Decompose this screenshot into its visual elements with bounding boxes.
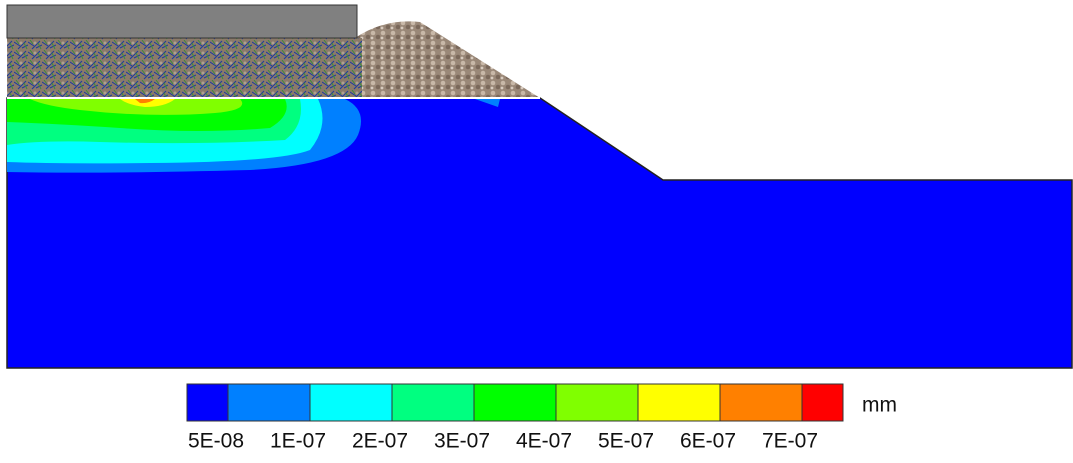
colorbar-swatch [556, 384, 638, 421]
colorbar-swatch [474, 384, 556, 421]
colorbar-swatch [310, 384, 392, 421]
unit-label: mm [862, 394, 897, 417]
plate [7, 5, 357, 38]
colorbar-swatch [187, 384, 228, 421]
particle-layer [7, 38, 362, 98]
colorbar-label: 5E-08 [188, 430, 244, 453]
colorbar-swatch [392, 384, 474, 421]
colorbar-label: 5E-07 [598, 430, 654, 453]
colorbar-label: 2E-07 [352, 430, 408, 453]
page: mm 5E-08 1E-07 2E-07 3E-07 4E-07 5E-07 6E-07 7E… [0, 0, 1073, 463]
colorbar-label: 3E-07 [434, 430, 490, 453]
particle-mound [355, 21, 540, 98]
colorbar-label: 7E-07 [762, 430, 818, 453]
colorbar-label: 1E-07 [270, 430, 326, 453]
colorbar-label: 4E-07 [516, 430, 572, 453]
colorbar: 5E-08 1E-07 2E-07 3E-07 4E-07 5E-07 6E-07 7E-07 [187, 384, 843, 453]
colorbar-label: 6E-07 [680, 430, 736, 453]
colorbar-swatch [720, 384, 802, 421]
colorbar-swatch [228, 384, 310, 421]
colorbar-swatch [802, 384, 843, 421]
colorbar-swatch [638, 384, 720, 421]
figure: mm 5E-08 1E-07 2E-07 3E-07 4E-07 5E-07 6E-07 7E… [0, 0, 1073, 463]
